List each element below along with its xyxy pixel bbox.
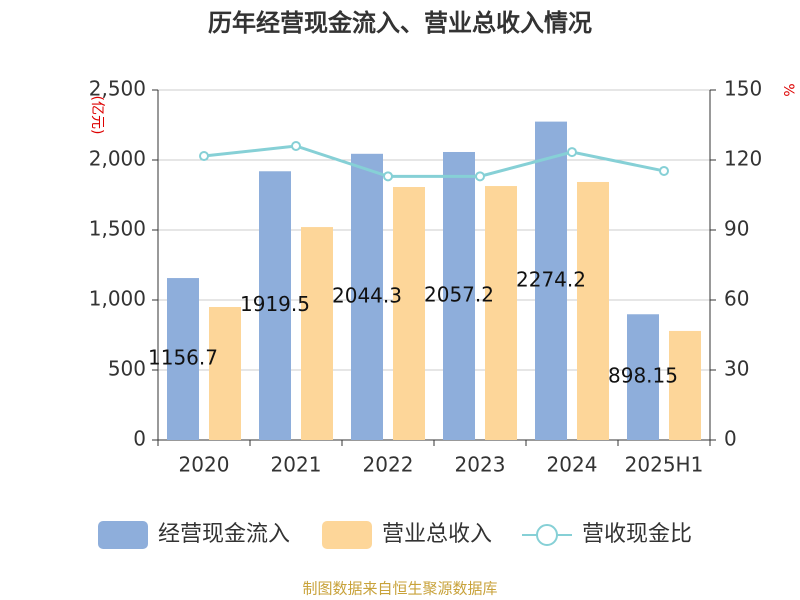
y2-tick-label: 30 bbox=[724, 357, 749, 381]
y-tick-label: 2,000 bbox=[89, 147, 146, 171]
bar bbox=[393, 187, 425, 440]
line-point bbox=[659, 165, 669, 176]
legend-label: 营收现金比 bbox=[582, 522, 692, 547]
y-axis-label: (亿元) bbox=[89, 96, 105, 135]
bar bbox=[167, 278, 199, 440]
y2-axis-label: % bbox=[780, 83, 796, 96]
bar bbox=[627, 314, 659, 440]
line-point bbox=[475, 171, 485, 182]
bar bbox=[301, 227, 333, 440]
x-tick-label: 2025H1 bbox=[625, 453, 704, 477]
legend-swatch bbox=[98, 521, 148, 549]
y-tick-label: 1,500 bbox=[89, 217, 146, 241]
bar bbox=[535, 121, 567, 440]
legend-label: 经营现金流入 bbox=[158, 522, 290, 547]
data-label: 1156.7 bbox=[148, 346, 218, 370]
data-label: 2057.2 bbox=[424, 282, 494, 306]
bar bbox=[669, 330, 701, 440]
x-tick-label: 2023 bbox=[455, 453, 506, 477]
chart-title: 历年经营现金流入、营业总收入情况 bbox=[208, 9, 592, 37]
line-point bbox=[199, 151, 209, 162]
data-label: 1919.5 bbox=[240, 292, 310, 316]
y-tick-label: 0 bbox=[133, 427, 146, 451]
legend-swatch bbox=[536, 524, 558, 546]
y2-tick-label: 120 bbox=[724, 147, 762, 171]
bar bbox=[209, 307, 241, 440]
y2-tick-label: 0 bbox=[724, 427, 737, 451]
bar bbox=[485, 186, 517, 440]
bar bbox=[577, 181, 609, 441]
y2-tick-label: 150 bbox=[724, 77, 762, 101]
data-label: 2274.2 bbox=[516, 267, 586, 291]
line-point bbox=[291, 141, 301, 151]
legend-swatch bbox=[322, 521, 372, 549]
y2-tick-label: 60 bbox=[724, 287, 749, 311]
y-tick-label: 1,000 bbox=[89, 287, 146, 311]
source-note: 制图数据来自恒生聚源数据库 bbox=[302, 580, 497, 598]
y-tick-label: 2,500 bbox=[89, 77, 146, 101]
data-label: 2044.3 bbox=[332, 283, 402, 307]
line-point bbox=[567, 147, 577, 158]
x-tick-label: 2020 bbox=[179, 453, 230, 477]
bar bbox=[351, 153, 383, 440]
y-tick-label: 500 bbox=[108, 357, 146, 381]
y2-tick-label: 90 bbox=[724, 217, 749, 241]
legend-label: 营业总收入 bbox=[382, 522, 492, 547]
x-tick-label: 2022 bbox=[363, 453, 414, 477]
data-label: 898.15 bbox=[608, 364, 678, 388]
line bbox=[203, 144, 665, 178]
bar bbox=[443, 151, 475, 440]
bar bbox=[259, 171, 291, 440]
line-point bbox=[383, 171, 393, 182]
x-tick-label: 2024 bbox=[547, 453, 598, 477]
x-tick-label: 2021 bbox=[271, 453, 322, 477]
